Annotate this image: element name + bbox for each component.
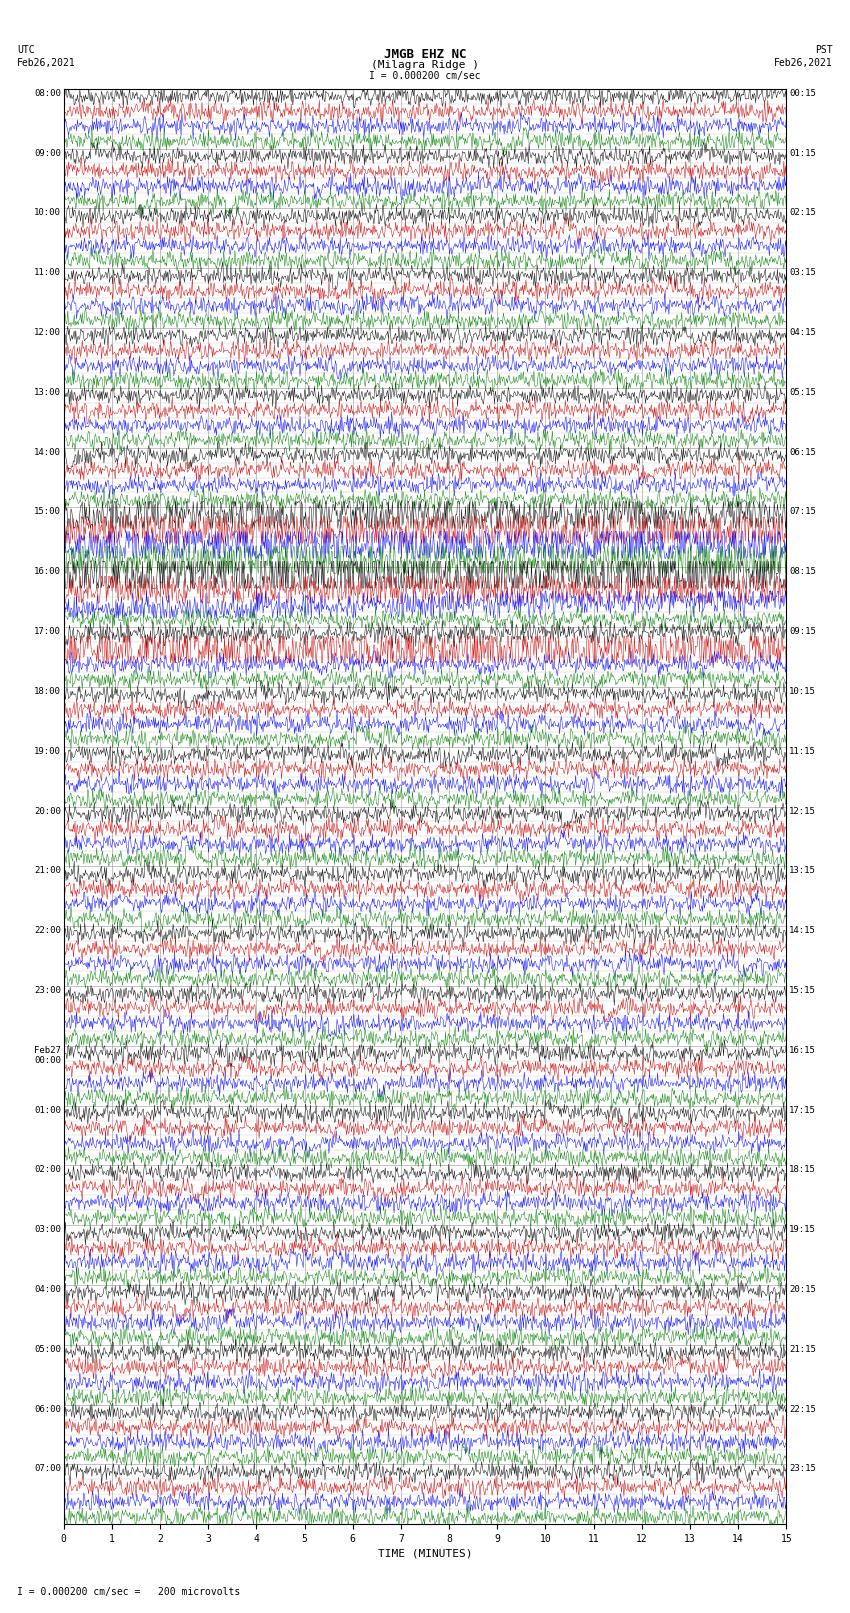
Text: I = 0.000200 cm/sec: I = 0.000200 cm/sec [369, 71, 481, 81]
Text: I = 0.000200 cm/sec =   200 microvolts: I = 0.000200 cm/sec = 200 microvolts [17, 1587, 241, 1597]
Text: PST
Feb26,2021: PST Feb26,2021 [774, 45, 833, 68]
Text: JMGB EHZ NC: JMGB EHZ NC [383, 48, 467, 61]
Text: (Milagra Ridge ): (Milagra Ridge ) [371, 60, 479, 69]
Text: UTC
Feb26,2021: UTC Feb26,2021 [17, 45, 76, 68]
X-axis label: TIME (MINUTES): TIME (MINUTES) [377, 1548, 473, 1558]
